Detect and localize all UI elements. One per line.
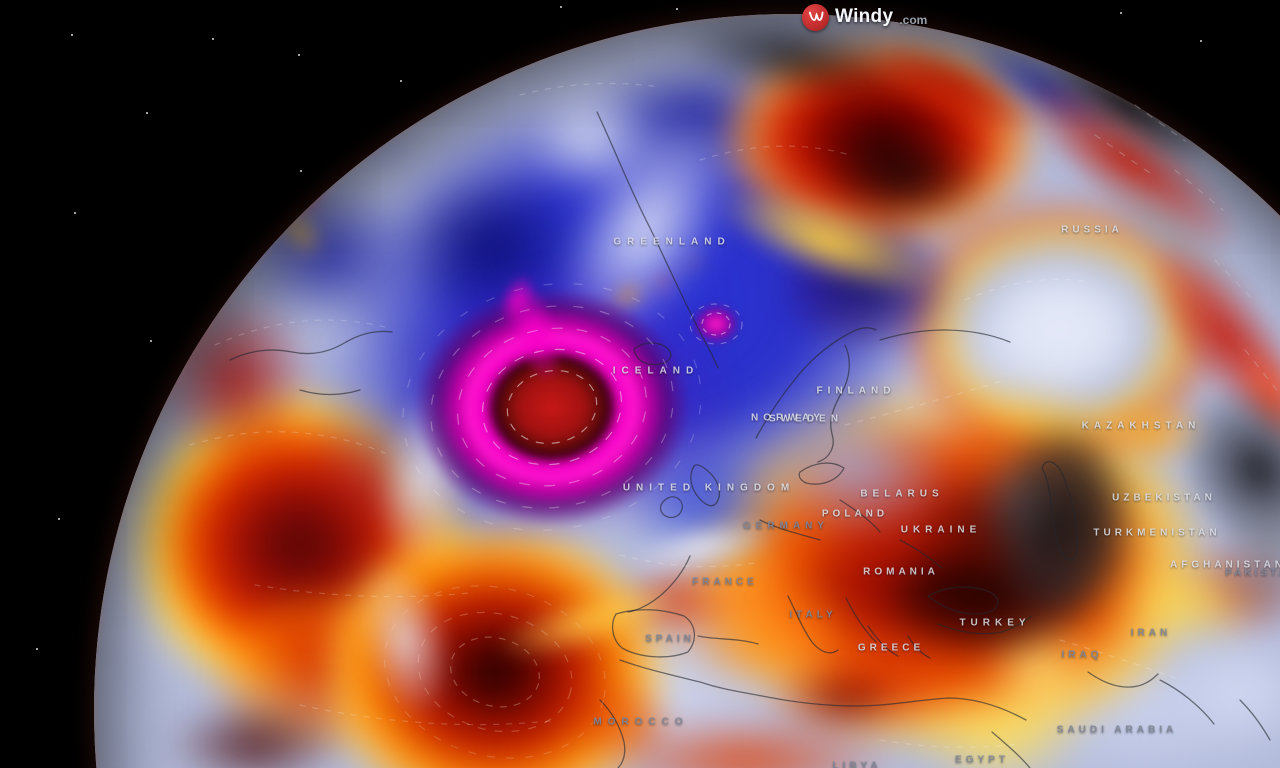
star xyxy=(146,112,148,114)
anomaly-field-detail-layer xyxy=(94,14,1280,768)
star xyxy=(36,648,38,650)
star xyxy=(1120,12,1122,14)
brand-tld: .com xyxy=(899,12,928,27)
paint-blob xyxy=(1190,467,1280,657)
star xyxy=(74,212,76,214)
star xyxy=(71,34,73,36)
star xyxy=(150,340,152,342)
star xyxy=(1200,40,1202,42)
star xyxy=(212,38,214,40)
star xyxy=(400,80,402,82)
star xyxy=(298,54,300,56)
star xyxy=(560,6,562,8)
star xyxy=(676,8,678,10)
anomaly-field-cyclone-layer xyxy=(94,14,1280,768)
windy-swirl-icon xyxy=(802,3,829,31)
star xyxy=(58,518,60,520)
star xyxy=(300,170,302,172)
paint-blob xyxy=(688,300,744,348)
windy-logo[interactable]: Windy .com xyxy=(802,2,927,32)
paint-blob xyxy=(1077,382,1227,482)
brand-name: Windy xyxy=(835,6,894,27)
globe-map-canvas[interactable] xyxy=(94,14,1280,768)
